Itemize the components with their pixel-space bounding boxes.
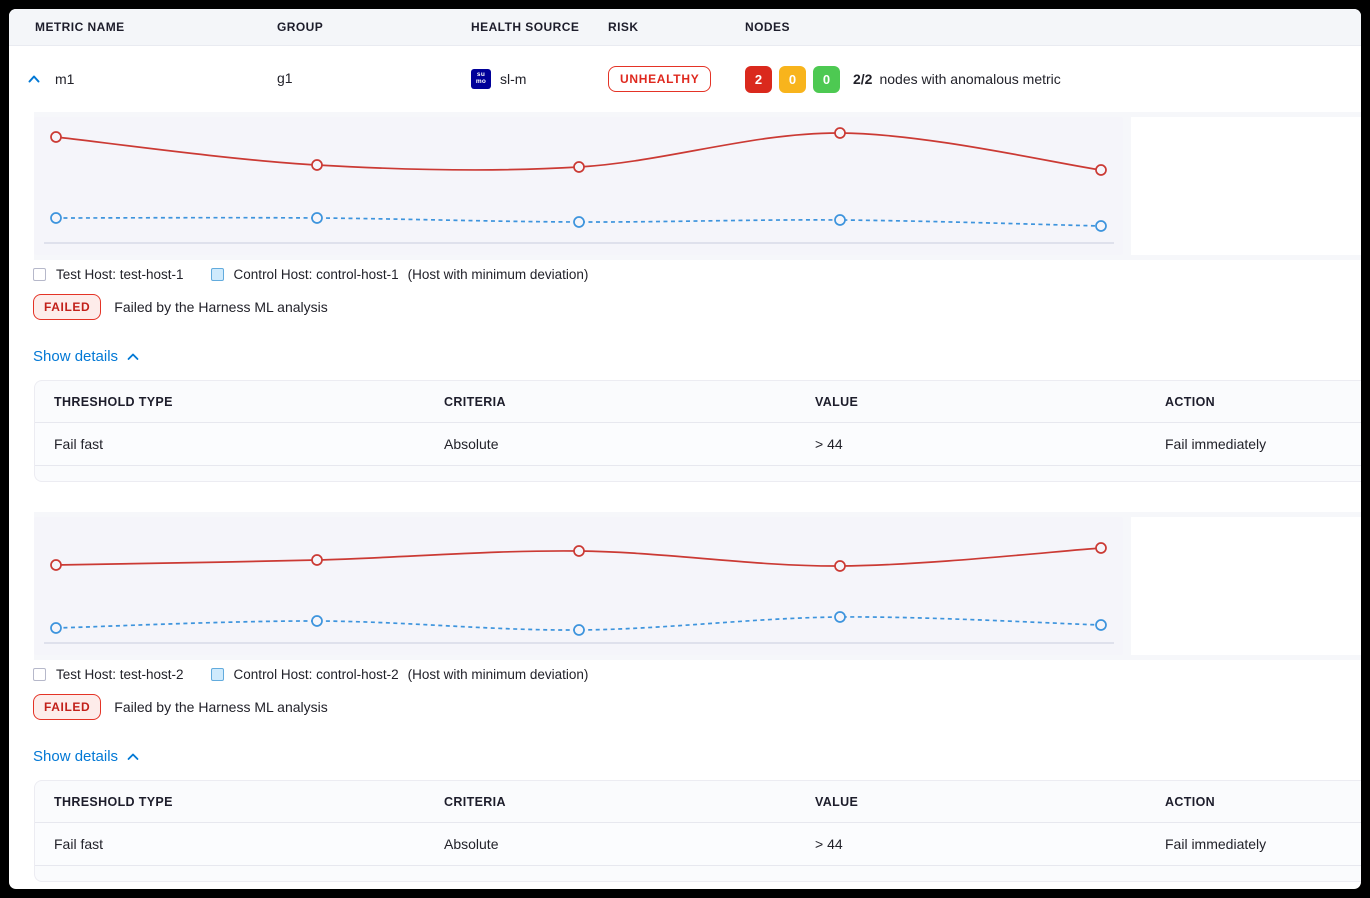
legend-control-host-2[interactable]: Control Host: control-host-2 [210, 667, 399, 682]
host-analysis-section-1: Test Host: test-host-1 Control Host: con… [9, 112, 1361, 482]
analysis-status-row-1: FAILED Failed by the Harness ML analysis [9, 294, 1361, 320]
legend-control-host-1[interactable]: Control Host: control-host-1 [210, 267, 399, 282]
test-host-label: Test Host: test-host-1 [56, 267, 184, 282]
control-host-label: Control Host: control-host-1 [233, 267, 399, 282]
minimum-deviation-note: (Host with minimum deviation) [407, 267, 589, 282]
risk-cell: UNHEALTHY [608, 66, 745, 92]
metrics-table-header: METRIC NAME GROUP HEALTH SOURCE RISK NOD… [9, 9, 1361, 46]
verification-metrics-panel: METRIC NAME GROUP HEALTH SOURCE RISK NOD… [9, 9, 1361, 889]
metric-name-value: m1 [55, 71, 75, 87]
threshold-type-value: Fail fast [54, 836, 104, 852]
show-details-label: Show details [33, 748, 119, 765]
col-criteria: CRITERIA [444, 794, 506, 809]
chart-legend-1: Test Host: test-host-1 Control Host: con… [9, 267, 1361, 282]
sumologic-icon-text-bottom: mo [475, 78, 487, 85]
control-host-checkbox-icon[interactable] [210, 268, 224, 281]
column-header-risk: RISK [608, 20, 639, 34]
chart-side-card-2 [1131, 517, 1361, 655]
col-action: ACTION [1165, 794, 1216, 809]
col-criteria: CRITERIA [444, 394, 506, 409]
column-header-group: GROUP [277, 20, 324, 34]
show-details-toggle-2[interactable]: Show details [33, 748, 140, 765]
analysis-status-row-2: FAILED Failed by the Harness ML analysis [9, 694, 1361, 720]
nodes-caption: nodes with anomalous metric [879, 71, 1061, 87]
metric-timeseries-chart-1[interactable] [34, 117, 1123, 255]
failed-status-message: Failed by the Harness ML analysis [114, 299, 328, 315]
group-cell: g1 [277, 70, 471, 88]
chevron-up-icon [28, 75, 40, 83]
metric-chart-panel-2 [34, 517, 1123, 655]
collapse-row-button[interactable] [24, 69, 44, 89]
action-value: Fail immediately [1165, 836, 1267, 852]
chart-side-card-1 [1131, 117, 1361, 255]
health-source-value: sl-m [500, 71, 527, 87]
metric-name-cell: m1 [24, 69, 277, 89]
health-source-cell: su mo sl-m [471, 69, 608, 89]
column-header-health-source: HEALTH SOURCE [471, 20, 580, 34]
threshold-table-row: Fail fast Absolute > 44 Fail immediately [35, 823, 1361, 866]
failed-status-badge: FAILED [33, 694, 102, 720]
threshold-type-value: Fail fast [54, 436, 104, 452]
col-threshold-type: THRESHOLD TYPE [54, 794, 173, 809]
threshold-details-table-1: THRESHOLD TYPE CRITERIA VALUE ACTION Fai… [34, 380, 1361, 482]
group-value: g1 [277, 70, 293, 86]
section-divider [9, 482, 1361, 512]
threshold-table-header: THRESHOLD TYPE CRITERIA VALUE ACTION [35, 381, 1361, 423]
test-host-checkbox-icon[interactable] [33, 668, 46, 681]
threshold-table-footer [35, 866, 1361, 881]
action-value: Fail immediately [1165, 436, 1267, 452]
threshold-table-footer [35, 466, 1361, 481]
chart-band-1 [34, 112, 1361, 260]
metric-chart-panel-1 [34, 117, 1123, 255]
nodes-healthy-count-badge: 0 [813, 65, 840, 93]
chart-band-2 [34, 512, 1361, 660]
test-host-checkbox-icon[interactable] [33, 268, 46, 281]
chart-legend-2: Test Host: test-host-2 Control Host: con… [9, 667, 1361, 682]
host-analysis-section-2: Test Host: test-host-2 Control Host: con… [9, 512, 1361, 882]
column-header-nodes: NODES [745, 20, 790, 34]
threshold-details-table-2: THRESHOLD TYPE CRITERIA VALUE ACTION Fai… [34, 780, 1361, 882]
show-details-toggle-1[interactable]: Show details [33, 348, 140, 365]
chevron-up-icon [127, 753, 139, 760]
nodes-warning-count-badge: 0 [779, 65, 806, 93]
sumologic-icon: su mo [471, 69, 491, 89]
nodes-unhealthy-count-badge: 2 [745, 65, 772, 93]
minimum-deviation-note: (Host with minimum deviation) [407, 667, 589, 682]
show-details-label: Show details [33, 348, 119, 365]
control-host-label: Control Host: control-host-2 [233, 667, 399, 682]
nodes-ratio: 2/2 [853, 71, 873, 87]
chevron-up-icon [127, 353, 139, 360]
metric-timeseries-chart-2[interactable] [34, 517, 1123, 655]
risk-status-badge: UNHEALTHY [608, 66, 712, 92]
value-value: > 44 [815, 836, 843, 852]
control-host-checkbox-icon[interactable] [210, 668, 224, 681]
legend-test-host-1[interactable]: Test Host: test-host-1 [33, 267, 184, 282]
col-value: VALUE [815, 794, 859, 809]
col-action: ACTION [1165, 394, 1216, 409]
nodes-cell: 2 0 0 2/2 nodes with anomalous metric [745, 65, 1361, 93]
criteria-value: Absolute [444, 436, 499, 452]
failed-status-badge: FAILED [33, 294, 102, 320]
column-header-metric-name: METRIC NAME [35, 20, 125, 34]
legend-test-host-2[interactable]: Test Host: test-host-2 [33, 667, 184, 682]
criteria-value: Absolute [444, 836, 499, 852]
sumologic-icon-text-top: su [476, 71, 486, 79]
col-value: VALUE [815, 394, 859, 409]
col-threshold-type: THRESHOLD TYPE [54, 394, 173, 409]
threshold-table-header: THRESHOLD TYPE CRITERIA VALUE ACTION [35, 781, 1361, 823]
failed-status-message: Failed by the Harness ML analysis [114, 699, 328, 715]
threshold-table-row: Fail fast Absolute > 44 Fail immediately [35, 423, 1361, 466]
value-value: > 44 [815, 436, 843, 452]
test-host-label: Test Host: test-host-2 [56, 667, 184, 682]
metric-row[interactable]: m1 g1 su mo sl-m UNHEALTHY 2 0 0 2/2 nod… [9, 46, 1361, 112]
